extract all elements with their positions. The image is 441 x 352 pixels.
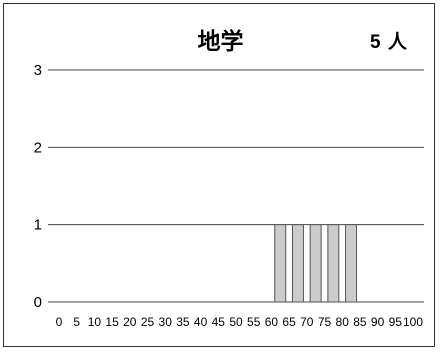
x-tick-label: 55 — [247, 315, 261, 329]
chart-title: 地学 — [197, 28, 244, 54]
x-tick-label: 5 — [73, 315, 80, 329]
y-tick-labels: 0 1 2 3 — [34, 62, 42, 311]
y-tick-label: 2 — [34, 139, 42, 156]
bar-80 — [345, 224, 358, 303]
x-tick-label: 90 — [371, 315, 385, 329]
x-tick-label: 95 — [389, 315, 403, 329]
x-tick-label: 45 — [212, 315, 226, 329]
x-tick-label: 65 — [282, 315, 296, 329]
x-tick-label: 0 — [56, 315, 63, 329]
x-tick-label: 60 — [265, 315, 279, 329]
y-tick-label: 3 — [34, 62, 42, 79]
chart-frame — [3, 3, 435, 347]
bar-65 — [291, 224, 304, 303]
x-tick-label: 70 — [300, 315, 314, 329]
count-label: 5 人 — [370, 32, 408, 53]
x-tick-label: 40 — [194, 315, 208, 329]
x-tick-label: 30 — [159, 315, 173, 329]
x-tick-label: 80 — [336, 315, 350, 329]
y-tick-label: 1 — [34, 217, 42, 234]
bar-60 — [274, 224, 287, 303]
x-tick-label: 10 — [88, 315, 102, 329]
bars — [274, 224, 358, 303]
bar-70 — [309, 224, 322, 303]
x-tick-label: 100 — [403, 315, 423, 329]
grid-lines — [48, 69, 424, 303]
y-tick-label: 0 — [34, 294, 42, 311]
x-tick-label: 75 — [318, 315, 332, 329]
x-tick-label: 35 — [176, 315, 190, 329]
x-tick-label: 20 — [123, 315, 137, 329]
x-tick-label: 15 — [105, 315, 119, 329]
x-tick-label: 85 — [353, 315, 367, 329]
bar-75 — [327, 224, 340, 303]
x-tick-labels: 0 5 10 15 20 25 30 35 40 45 50 55 60 65 70 75 80 85 90 95 10… — [56, 315, 424, 329]
x-tick-label: 50 — [229, 315, 243, 329]
x-tick-label: 25 — [141, 315, 155, 329]
